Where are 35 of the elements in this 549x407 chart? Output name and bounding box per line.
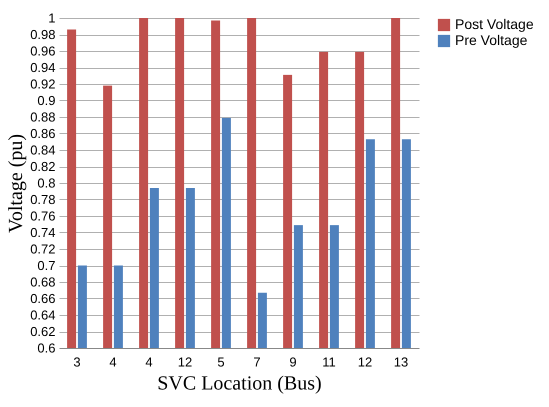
legend-label: Pre Voltage	[455, 32, 528, 48]
y-tick-label: 0.62	[30, 324, 56, 339]
y-tick-label: 0.96	[30, 44, 56, 58]
x-tick-label: 12	[178, 354, 192, 370]
y-tick-label: 0.8	[37, 176, 56, 190]
y-tick-label: 0.64	[30, 308, 56, 322]
x-tick-label: 3	[73, 354, 81, 370]
y-tick-label: 0.7	[37, 258, 56, 273]
y-tick-label: 0.92	[30, 76, 56, 92]
legend-label: Post Voltage	[455, 16, 534, 32]
y-tick-label: 0.98	[30, 27, 56, 42]
x-tick-label: 7	[253, 354, 261, 370]
y-tick-label: 0.88	[30, 110, 56, 124]
x-axis-title: SVC Location (Bus)	[157, 372, 322, 394]
y-axis-title: Voltage (pu)	[5, 134, 28, 234]
y-tick-label: 0.76	[30, 208, 56, 224]
y-tick-label: 0.82	[30, 159, 56, 174]
x-tick-label: 12	[358, 354, 372, 370]
y-tick-label: 0.66	[30, 291, 56, 306]
x-tick-label: 4	[145, 354, 153, 370]
x-tick-label: 5	[217, 354, 225, 370]
x-tick-label: 11	[322, 354, 336, 370]
y-tick-label: 0.6	[37, 340, 56, 356]
x-tick-label: 4	[109, 354, 117, 370]
x-tick-label: 13	[394, 354, 408, 370]
y-tick-label: 1	[48, 10, 56, 26]
y-tick-label: 0.9	[37, 93, 56, 108]
y-tick-label: 0.68	[30, 274, 56, 290]
y-tick-label: 0.84	[30, 142, 56, 158]
y-tick-label: 0.94	[30, 60, 56, 75]
y-tick-label: 0.78	[30, 192, 56, 207]
y-tick-label: 0.86	[30, 126, 56, 141]
y-tick-label: 0.74	[30, 225, 56, 240]
x-tick-label: 9	[289, 354, 297, 370]
y-tick-label: 0.72	[30, 242, 56, 256]
